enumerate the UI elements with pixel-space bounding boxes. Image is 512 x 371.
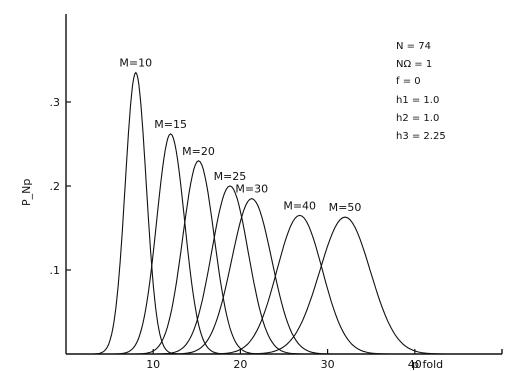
series-curve [243, 216, 447, 355]
series-label: M=10 [119, 57, 152, 70]
series-labels: M=10 M=15 M=20 M=25M=30 M=40 M=50 [119, 57, 361, 214]
curves [93, 71, 447, 355]
y-tick-label: .3 [50, 96, 61, 109]
series-label: M=15 [154, 118, 187, 131]
series-curve [93, 71, 178, 355]
annotation-line: f = 0 [396, 76, 421, 87]
y-tick-label: .2 [50, 180, 61, 193]
x-axis-label: p fold [412, 358, 443, 371]
y-ticks: .1 .2 .3 [50, 96, 71, 277]
annotation-line: h1 = 1.0 [396, 95, 439, 106]
x-ticks: 10 20 30 40 [146, 349, 422, 371]
series-curve [171, 198, 332, 355]
annotation-line: h3 = 2.25 [396, 131, 446, 142]
series-label: M=25 [214, 170, 247, 183]
y-axis-label: P_Np [20, 179, 33, 206]
series-curve [208, 214, 391, 355]
annotation-line: N = 74 [396, 41, 431, 52]
series-label: M=30 [235, 183, 268, 196]
y-tick-label: .1 [50, 264, 61, 277]
x-tick-label: 20 [233, 358, 247, 371]
series-label: M=20 [182, 145, 215, 158]
x-tick-label: 40 [408, 358, 422, 371]
annotation-line: h2 = 1.0 [396, 113, 439, 124]
series-label: M=40 [283, 199, 316, 212]
annotation-line: NΩ = 1 [396, 59, 432, 70]
x-tick-label: 10 [146, 358, 160, 371]
series-curve [114, 133, 227, 355]
series-label: M=50 [329, 201, 362, 214]
x-tick-label: 30 [321, 358, 335, 371]
series-curve [135, 160, 262, 355]
parameter-annotations: N = 74 NΩ = 1 f = 0 h1 = 1.0 h2 = 1.0 h3… [396, 41, 446, 142]
